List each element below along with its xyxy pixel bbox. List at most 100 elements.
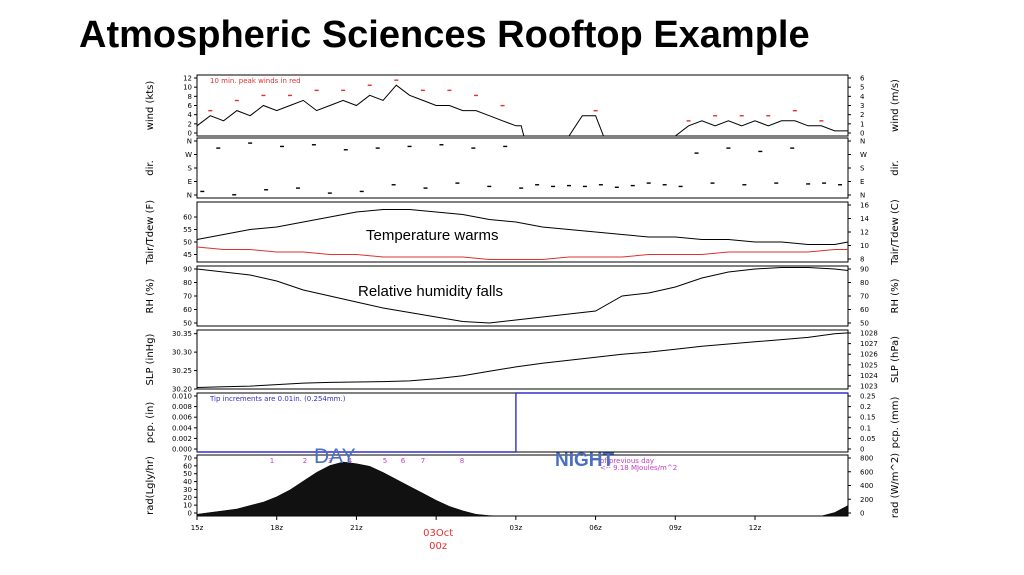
dir-direction-point <box>200 190 205 193</box>
dir-right-tick-label: W <box>860 151 867 159</box>
wind-left-tick-label: 10 <box>183 84 192 92</box>
dir-right-tick-label: E <box>860 178 864 186</box>
dir-direction-point <box>359 190 364 193</box>
panel-rad: 7060504030201008006004002000rad(Lgly/hr)… <box>145 453 901 518</box>
temp-left-tick-label: 45 <box>183 251 192 259</box>
temp-ylabel-left: Tair/Tdew (F) <box>145 200 156 265</box>
wind-peak-point <box>420 89 425 92</box>
annotation-temperature: Temperature warms <box>366 227 499 244</box>
pcp-left-tick-label: 0.000 <box>172 446 192 454</box>
rh-left-tick-label: 90 <box>183 266 192 274</box>
rad-left-tick-label: 0 <box>188 510 192 518</box>
x-tick-label: 21z <box>350 524 363 532</box>
rh-left-tick-label: 50 <box>183 320 192 328</box>
radiation-area <box>196 461 849 517</box>
dir-direction-point <box>582 185 587 188</box>
dir-direction-point <box>471 147 476 149</box>
wind-right-tick-label: 6 <box>860 75 865 83</box>
dir-frame <box>196 137 849 199</box>
panel-pcp: 0.010 0.008 0.006 0.004 0.002 0.000 0.25 0.2 0.1… <box>145 392 901 454</box>
wind-peak-point <box>739 115 744 117</box>
dir-right-tick-label: S <box>860 165 865 173</box>
dir-direction-point <box>822 182 827 184</box>
wind-peak-point <box>447 89 452 92</box>
pcp-right-tick-label: 0.1 <box>860 424 871 432</box>
x-tick-label: 09z <box>669 524 682 532</box>
slp-ylabel-left: SLP (inHg) <box>145 333 156 385</box>
temp-right-tick-label: 8 <box>860 256 864 264</box>
pcp-left-tick-label: 0.008 <box>172 403 192 411</box>
rh-right-tick-label: 50 <box>860 320 869 328</box>
slp-left-tick-label: 30.25 <box>172 367 192 375</box>
dir-direction-point <box>375 147 380 149</box>
rh-ylabel-right: RH (%) <box>890 278 901 313</box>
pcp-left-tick-label: 0.010 <box>172 393 192 401</box>
dir-right-tick-label: N <box>860 138 865 146</box>
pcp-left-tick-label: 0.002 <box>172 435 192 443</box>
wind-wind-line <box>196 84 848 137</box>
temp-left-tick-label: 60 <box>183 214 192 222</box>
rad-right-tick-label: 200 <box>860 496 873 504</box>
dir-direction-point <box>248 142 253 144</box>
wind-peak-point <box>234 99 239 102</box>
dir-ylabel-left: dir. <box>145 160 156 176</box>
wind-right-tick-label: 1 <box>860 120 864 128</box>
temp-frame <box>196 201 849 263</box>
rad-left-tick-label: 20 <box>183 494 192 502</box>
pcp-right-tick-label: 0.15 <box>860 414 876 422</box>
annotation-humidity: Relative humidity falls <box>358 283 503 300</box>
dir-ylabel-right: dir. <box>890 160 901 176</box>
slp-right-tick-label: 1026 <box>860 351 878 359</box>
panel-rh: 90 80 70 60 50 90 80 70 60 50 RH (%) RH (%) <box>145 265 901 328</box>
dir-direction-point <box>216 147 221 149</box>
dir-direction-point <box>614 186 619 188</box>
rad-top-number: 4 <box>348 457 353 465</box>
rh-right-tick-label: 90 <box>860 266 869 274</box>
rh-right-tick-label: 60 <box>860 306 869 314</box>
rh-RH-line <box>196 267 849 324</box>
dir-direction-point <box>646 182 651 184</box>
pcp-ylabel-left: pcp. (in) <box>145 402 156 444</box>
wind-peak-point <box>314 89 319 92</box>
wind-note: 10 min. peak winds in red <box>210 77 301 85</box>
rad-ylabel-right: rad (W/m^2) <box>890 453 901 518</box>
pcp-left-tick-label: 0.006 <box>172 414 193 422</box>
dir-direction-point <box>280 145 285 148</box>
dir-direction-point <box>264 189 269 191</box>
dir-direction-point <box>391 184 396 186</box>
dir-direction-point <box>311 144 316 146</box>
wind-left-tick-label: 4 <box>188 111 193 119</box>
slp-right-tick-label: 1025 <box>860 361 878 369</box>
dir-left-tick-label: W <box>185 151 192 159</box>
wind-peak-point <box>713 115 718 117</box>
rh-left-tick-label: 60 <box>183 306 192 314</box>
slp-frame <box>196 329 849 390</box>
pcp-ylabel-right: pcp. (mm) <box>890 396 901 448</box>
dir-direction-point <box>774 182 779 184</box>
dir-left-tick-label: S <box>188 165 193 173</box>
wind-right-tick-label: 3 <box>860 102 864 110</box>
dir-direction-point <box>519 187 524 189</box>
dir-direction-point <box>742 184 747 186</box>
rad-note-line: of previous day <box>600 457 654 465</box>
temp-right-tick-label: 12 <box>860 229 869 237</box>
pcp-note: Tip increments are 0.01in. (0.254mm.) <box>209 395 346 403</box>
temp-right-tick-label: 14 <box>860 215 869 223</box>
dir-direction-point <box>838 184 843 186</box>
pcp-left-tick-label: 0.004 <box>172 424 193 432</box>
dir-direction-point <box>535 184 540 186</box>
pcp-right-tick-label: 0 <box>860 446 864 454</box>
dir-direction-point <box>567 184 571 187</box>
rad-ylabel-left: rad(Lgly/hr) <box>145 456 156 515</box>
x-tick-label: 12z <box>749 524 762 532</box>
wind-right-tick-label: 4 <box>860 93 865 101</box>
dir-direction-point <box>726 147 731 149</box>
slp-SLP-line <box>196 332 849 388</box>
temp-Tair-line <box>196 209 849 245</box>
dir-direction-point <box>598 184 603 186</box>
pcp-right-tick-label: 0.2 <box>860 403 871 411</box>
x-tick-label: 03z <box>510 524 523 532</box>
dir-direction-point <box>694 152 699 154</box>
